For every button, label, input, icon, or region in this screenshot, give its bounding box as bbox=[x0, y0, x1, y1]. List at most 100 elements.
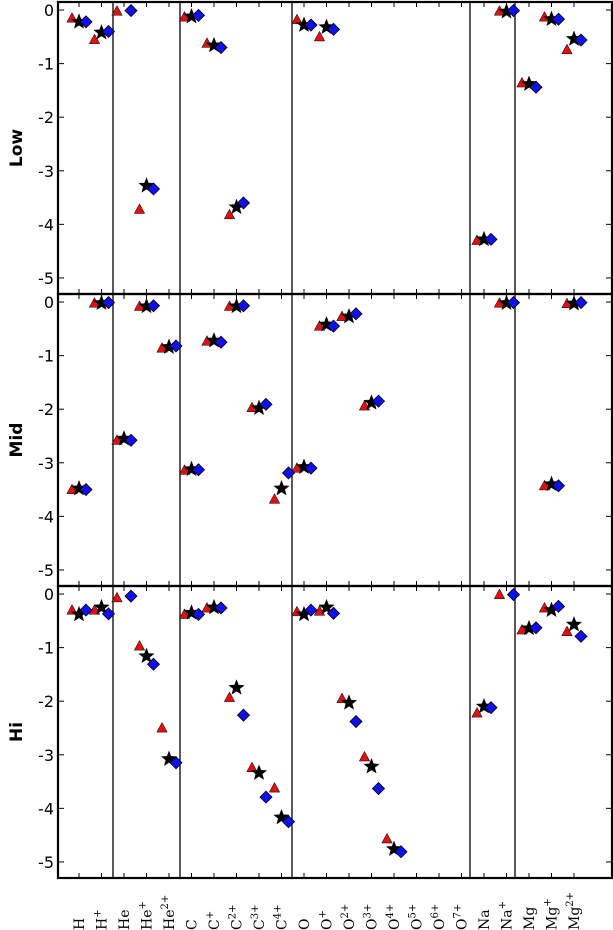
diamond-point bbox=[394, 845, 408, 859]
star-point bbox=[340, 694, 358, 710]
y-tick-label: -4 bbox=[38, 215, 54, 234]
panel-label: Hi bbox=[7, 722, 27, 742]
y-tick-label: 0 bbox=[44, 1, 54, 20]
y-tick-label: -3 bbox=[38, 454, 54, 473]
triangle-point bbox=[358, 750, 371, 762]
star-point bbox=[363, 757, 380, 774]
diamond-point bbox=[214, 335, 228, 349]
y-tick-label: -3 bbox=[38, 162, 54, 181]
diamond-point bbox=[349, 307, 363, 321]
diamond-point bbox=[124, 4, 138, 18]
y-tick-label: -2 bbox=[38, 108, 54, 127]
diamond-point bbox=[259, 397, 273, 411]
diamond-point bbox=[371, 781, 386, 796]
y-tick-label: 0 bbox=[44, 293, 54, 312]
x-tick-label: O7+ bbox=[453, 904, 471, 930]
triangle-point bbox=[246, 761, 258, 773]
triangle-point bbox=[223, 208, 236, 220]
diamond-point bbox=[506, 296, 521, 310]
diamond-point bbox=[101, 607, 116, 621]
x-tick-label: He2+ bbox=[160, 895, 178, 930]
diamond-point bbox=[236, 196, 251, 210]
y-tick-label: -1 bbox=[38, 347, 54, 366]
triangle-point bbox=[111, 434, 123, 445]
diamond-point bbox=[326, 22, 341, 36]
y-tick-label: -5 bbox=[38, 561, 54, 580]
x-tick-label: Mg+ bbox=[543, 898, 561, 930]
y-tick-label: -4 bbox=[38, 507, 54, 526]
diamond-point bbox=[236, 708, 251, 722]
y-tick-label: -2 bbox=[38, 400, 54, 419]
diamond-point bbox=[529, 621, 543, 635]
x-tick-label: He bbox=[117, 910, 133, 930]
diamond-point bbox=[146, 657, 161, 671]
diamond-point bbox=[214, 40, 228, 55]
star-point bbox=[138, 177, 155, 193]
x-tick-label: H bbox=[72, 918, 88, 930]
diamond-point bbox=[551, 12, 566, 26]
panel-frame bbox=[56, 584, 613, 880]
panel-label: Low bbox=[7, 129, 27, 168]
panel-label: Mid bbox=[7, 423, 27, 458]
x-tick-label: C3+ bbox=[250, 905, 268, 930]
star-point bbox=[273, 808, 290, 825]
y-tick-label: -4 bbox=[38, 799, 54, 818]
x-tick-labels: H H+ He He+He2+C C+C2+C3+C4+O O+O2+O3+O4+O5+O… bbox=[72, 892, 583, 930]
diamond-point bbox=[326, 319, 341, 333]
star-point bbox=[228, 679, 245, 695]
triangle-point bbox=[538, 479, 551, 491]
y-tick-label: -1 bbox=[38, 55, 54, 74]
x-tick-label: O4+ bbox=[385, 904, 403, 930]
x-tick-label: Mg2+ bbox=[565, 892, 583, 930]
triangle-point bbox=[516, 623, 528, 635]
diamond-point bbox=[529, 80, 543, 94]
x-tick-label: C4+ bbox=[273, 905, 291, 930]
diamond-point bbox=[146, 182, 161, 196]
panel-mid: 0 -1 -2 -3 -4 -5 Mid bbox=[7, 292, 613, 588]
diamond-point bbox=[146, 299, 161, 313]
y-tick-label: -3 bbox=[38, 746, 54, 765]
x-tick-label: O3+ bbox=[363, 904, 381, 930]
star-point bbox=[138, 647, 155, 664]
star-point bbox=[250, 764, 268, 780]
diamond-point bbox=[551, 599, 566, 613]
y-tick-label: 0 bbox=[44, 585, 54, 604]
diamond-point bbox=[304, 461, 318, 475]
triangle-point bbox=[313, 30, 326, 42]
triangle-point bbox=[268, 781, 281, 793]
y-tick-label: -5 bbox=[38, 269, 54, 288]
triangle-point bbox=[291, 13, 303, 25]
panels-layer: 0 -1 -2 -3 -4 -5 Low 0 -1 -2 -3 -4 -5 Mid 0 -1 -2 -3 -4 -5 H… bbox=[7, 0, 613, 880]
triangle-point bbox=[178, 608, 191, 619]
star-point bbox=[160, 750, 178, 766]
diamond-point bbox=[79, 15, 93, 29]
triangle-point bbox=[111, 591, 123, 603]
diamond-point bbox=[101, 24, 116, 39]
triangle-point bbox=[178, 464, 191, 475]
star-point bbox=[318, 598, 335, 615]
x-tick-label: O6+ bbox=[430, 904, 448, 930]
diamond-point bbox=[304, 603, 318, 617]
diamond-point bbox=[259, 790, 273, 804]
panel-frame bbox=[56, 292, 613, 588]
star-point bbox=[93, 598, 110, 615]
x-tick-label: Na+ bbox=[498, 901, 516, 930]
triangle-point bbox=[133, 203, 146, 214]
diamond-point bbox=[326, 606, 341, 620]
triangle-point bbox=[561, 43, 573, 55]
triangle-point bbox=[111, 5, 123, 16]
diamond-point bbox=[574, 33, 588, 47]
triangle-point bbox=[133, 639, 146, 651]
triangle-point bbox=[291, 462, 303, 473]
diamond-point bbox=[484, 701, 498, 715]
diamond-point bbox=[574, 296, 588, 310]
diamond-point bbox=[101, 296, 116, 310]
x-tick-label: C2+ bbox=[228, 905, 246, 930]
diamond-point bbox=[214, 601, 228, 615]
x-tick-label: H+ bbox=[93, 909, 111, 930]
diamond-point bbox=[169, 339, 183, 353]
x-tick-label: C+ bbox=[205, 911, 223, 930]
diamond-point bbox=[551, 479, 566, 493]
triangle-point bbox=[66, 483, 78, 494]
